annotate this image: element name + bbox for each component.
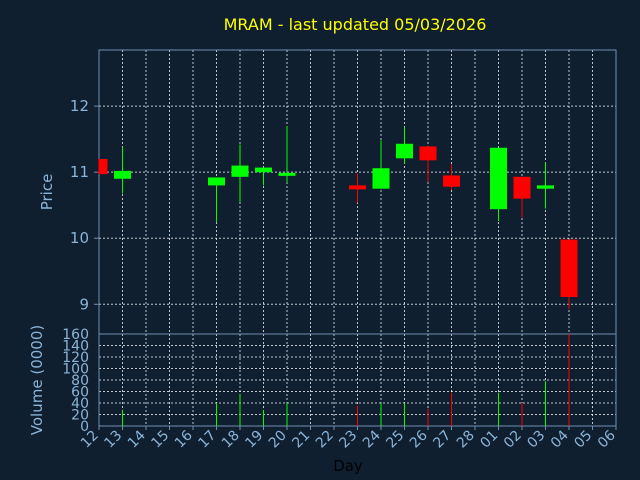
candle-body	[231, 165, 249, 177]
x-tick-label: 18	[219, 428, 243, 452]
x-tick-label: 19	[242, 428, 266, 452]
price-axis-ticks: 9 10 11 12	[70, 97, 99, 313]
volume-tick-label: 120	[62, 350, 89, 366]
x-tick-label: 06	[595, 427, 619, 451]
x-tick-label: 22	[313, 428, 337, 452]
x-tick-label: 24	[360, 427, 384, 451]
x-tick-label: 28	[454, 428, 478, 452]
candle-body	[419, 146, 437, 161]
volume-tick-label: 160	[62, 327, 89, 343]
x-tick-label: 02	[501, 428, 525, 452]
candle-body	[396, 143, 413, 159]
volume-tick-label: 20	[71, 408, 89, 424]
price-axis-label: Price	[38, 174, 56, 211]
x-tick-label: 03	[524, 428, 548, 452]
candle-body	[513, 176, 531, 199]
volume-tick-label: 0	[80, 419, 89, 435]
x-tick-label: 21	[289, 428, 313, 452]
candle-body	[278, 172, 296, 176]
x-tick-label: 23	[336, 428, 360, 452]
chart-title: MRAM - last updated 05/03/2026	[224, 15, 487, 34]
x-tick-label: 05	[571, 428, 595, 452]
candle-body	[372, 168, 390, 189]
price-tick-label: 9	[79, 295, 89, 313]
candle-body	[99, 158, 108, 175]
x-tick-label: 27	[430, 428, 454, 452]
price-grid	[99, 50, 616, 334]
candle-body	[208, 177, 225, 186]
x-tick-label: 26	[407, 427, 431, 451]
x-tick-label: 20	[266, 428, 290, 452]
volume-tick-label: 60	[71, 385, 89, 401]
x-axis-ticks: 12 13 14 15 16 17 18 19 20 21 22 23 24 25 26 27 28 01 02 03…	[78, 426, 619, 451]
candle-body	[114, 170, 131, 179]
candle-body	[537, 185, 554, 189]
candle-body	[255, 167, 272, 173]
price-tick-label: 12	[70, 97, 89, 115]
candle-body	[560, 239, 578, 298]
volume-bars	[122, 334, 570, 426]
price-tick-label: 10	[70, 229, 89, 247]
x-tick-label: 13	[101, 428, 125, 452]
x-tick-label: 16	[172, 427, 196, 451]
x-tick-label: 25	[383, 428, 407, 452]
volume-tick-label: 80	[71, 373, 89, 389]
x-tick-label: 14	[125, 427, 149, 451]
volume-axis-label: Volume (0000)	[28, 325, 46, 435]
x-axis-label: Day	[333, 457, 363, 475]
x-tick-label: 17	[195, 428, 219, 452]
volume-tick-label: 140	[62, 339, 89, 355]
volume-tick-label: 100	[62, 362, 89, 378]
candle-body	[443, 175, 460, 187]
candle-body	[349, 185, 366, 190]
volume-tick-label: 40	[71, 396, 89, 412]
price-tick-label: 11	[70, 163, 89, 181]
x-tick-label: 01	[477, 428, 501, 452]
x-tick-label: 15	[148, 428, 172, 452]
candles	[98, 125, 578, 309]
candle-body	[490, 147, 507, 210]
x-tick-label: 04	[548, 427, 572, 451]
